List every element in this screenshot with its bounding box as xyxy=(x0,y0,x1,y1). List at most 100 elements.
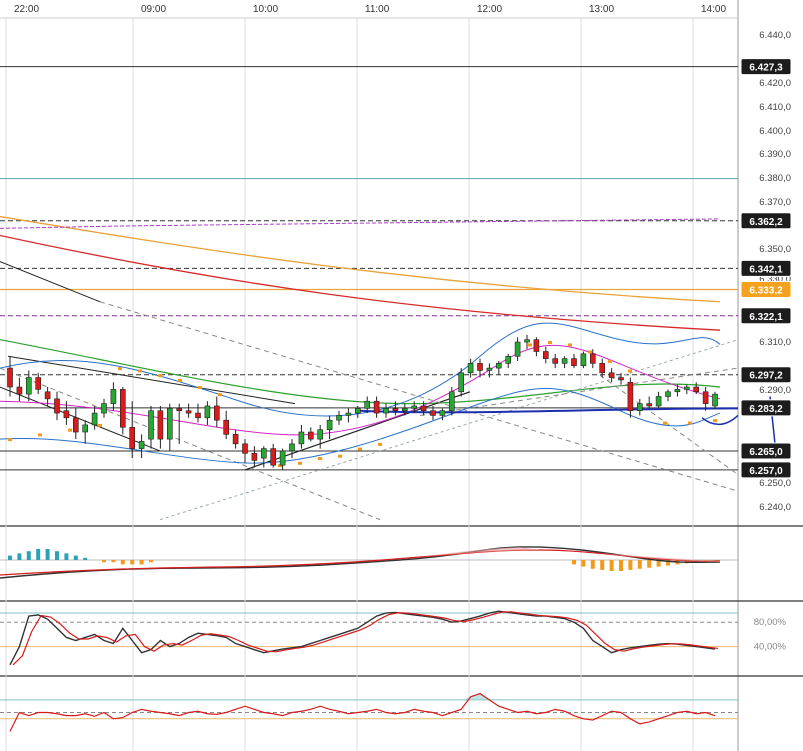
candle-body xyxy=(317,429,324,440)
stoch-level-label: 40,00% xyxy=(754,642,787,653)
time-tick-label: 10:00 xyxy=(253,4,278,15)
stochastic-panel[interactable]: 80,00% 40,00% xyxy=(0,610,787,666)
candle-body xyxy=(260,448,267,459)
candle-body xyxy=(223,419,229,435)
price-tick-label: 6.390,0 xyxy=(759,149,791,160)
macd-bar xyxy=(619,560,623,571)
candle-body xyxy=(392,408,399,412)
candle-body xyxy=(16,386,23,395)
badge-bg xyxy=(740,58,792,76)
sar-dot xyxy=(278,464,282,468)
price-tick-label: 6.310,0 xyxy=(759,337,791,348)
sar-dot xyxy=(628,369,632,373)
price-level-badge[interactable]: 6.333,2 xyxy=(740,280,792,298)
candle-body xyxy=(552,358,559,364)
candle-body xyxy=(82,424,88,433)
candle-body xyxy=(712,393,718,407)
candle-body xyxy=(448,391,455,412)
macd-bar xyxy=(120,560,125,565)
macd-bar xyxy=(73,555,78,560)
price-level-badge[interactable]: 6.257,0 xyxy=(740,461,792,479)
sar-dot xyxy=(118,367,122,371)
macd-bar xyxy=(8,555,12,560)
badge-label: 6.427,3 xyxy=(749,63,783,74)
badge-label: 6.283,2 xyxy=(749,404,783,415)
candle-body xyxy=(627,381,634,412)
candle-body xyxy=(138,441,145,449)
candle-body xyxy=(73,417,79,433)
candle-body xyxy=(7,367,13,388)
sar-dot xyxy=(338,454,342,458)
price-tick-label: 6.380,0 xyxy=(759,173,791,184)
candle-body xyxy=(439,410,446,416)
price-tick-label: 6.410,0 xyxy=(759,102,791,113)
macd-bar xyxy=(45,549,50,560)
price-level-badge[interactable]: 6.362,2 xyxy=(740,212,792,230)
candle-body xyxy=(289,443,295,452)
badge-bg xyxy=(740,280,792,298)
ma-red xyxy=(0,234,721,331)
candle-body xyxy=(54,398,60,414)
candle-body xyxy=(514,341,521,357)
badge-label: 6.333,2 xyxy=(749,285,783,296)
candle-body xyxy=(110,389,117,404)
badge-bg xyxy=(740,307,792,325)
price-level-badge[interactable]: 6.427,3 xyxy=(740,58,792,76)
badge-label: 6.362,2 xyxy=(749,217,783,228)
macd-bar xyxy=(102,560,106,563)
candle-body xyxy=(336,415,342,421)
candle-body xyxy=(195,412,201,419)
support-line-blue xyxy=(359,407,739,414)
candle-body xyxy=(354,408,361,414)
candle-body xyxy=(35,377,42,390)
price-tick-label: 6.370,0 xyxy=(759,197,791,208)
sar-dot xyxy=(198,386,202,390)
ma-green xyxy=(0,339,721,405)
price-level-badge[interactable]: 6.322,1 xyxy=(740,307,792,325)
price-tick-label: 6.440,0 xyxy=(759,30,791,41)
price-tick-label: 6.290,0 xyxy=(759,385,791,396)
macd-bar xyxy=(139,560,144,565)
candle-body xyxy=(702,391,709,404)
price-tick-label: 6.400,0 xyxy=(759,126,791,137)
sar-dot xyxy=(218,393,222,397)
candle-body xyxy=(345,412,352,416)
price-level-badge[interactable]: 6.342,1 xyxy=(740,259,792,277)
oscillator-panel[interactable] xyxy=(0,692,738,732)
macd-bar xyxy=(637,560,642,569)
price-level-badge[interactable]: 6.265,0 xyxy=(740,442,792,460)
sar-dot xyxy=(38,433,42,437)
price-tick-label: 6.350,0 xyxy=(759,244,791,255)
macd-bar xyxy=(666,560,670,566)
candle-body xyxy=(204,405,211,419)
candle-body xyxy=(608,372,615,378)
price-level-badge[interactable]: 6.297,2 xyxy=(740,366,792,384)
macd-bar xyxy=(83,557,88,560)
candle-body xyxy=(242,443,248,454)
price-level-badge[interactable]: 6.283,2 xyxy=(740,399,792,417)
sar-dot xyxy=(608,359,612,363)
candle-body xyxy=(599,363,606,374)
candle-body xyxy=(636,403,643,412)
candle-body xyxy=(665,391,671,397)
sar-dot xyxy=(98,423,102,427)
candle-body xyxy=(63,410,70,419)
macd-bar xyxy=(581,560,586,567)
candle-body xyxy=(232,434,239,445)
candle-body xyxy=(655,396,662,407)
macd-bar xyxy=(572,560,576,565)
candle-body xyxy=(167,408,173,440)
macd-bar xyxy=(149,560,153,563)
badge-bg xyxy=(740,461,792,479)
sar-dot xyxy=(548,341,552,345)
sar-dot xyxy=(298,461,302,465)
candle-body xyxy=(25,377,32,395)
macd-bar xyxy=(130,560,135,565)
candle-body xyxy=(148,410,154,440)
price-panel[interactable] xyxy=(0,66,776,521)
candle-body xyxy=(251,453,258,461)
sar-dot xyxy=(178,378,182,382)
macd-panel[interactable] xyxy=(0,546,738,579)
candle-body xyxy=(176,408,182,412)
